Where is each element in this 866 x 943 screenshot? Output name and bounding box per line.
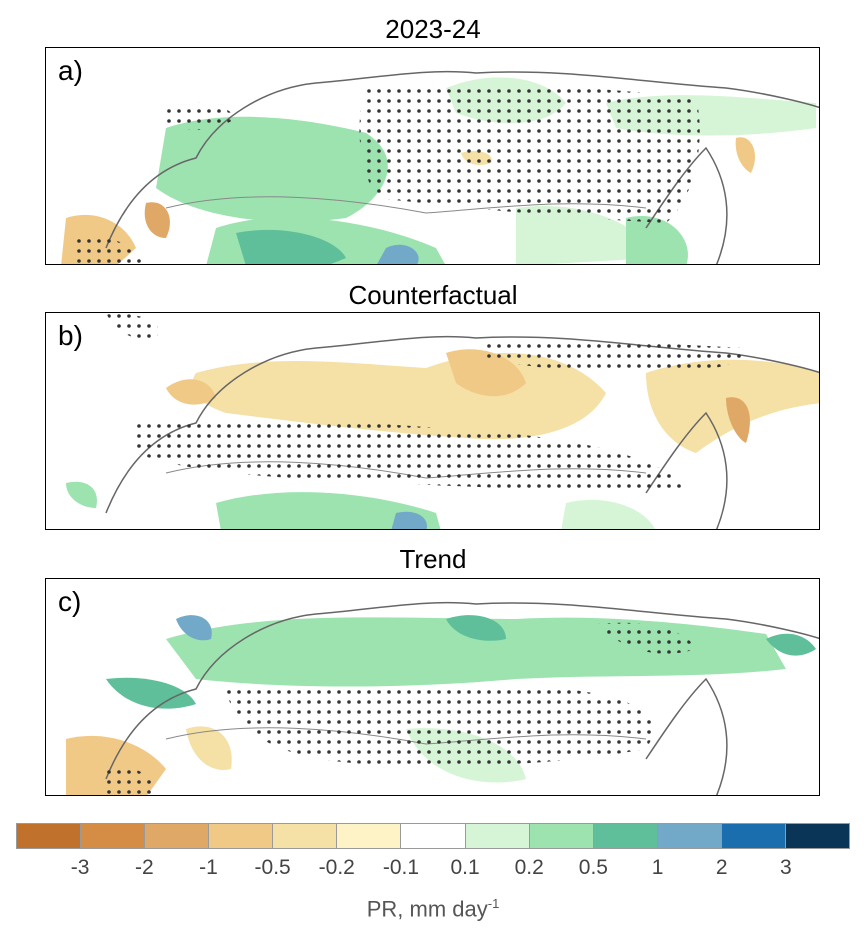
dry-region — [166, 379, 216, 405]
colorbar-swatch — [145, 824, 210, 848]
stippling — [106, 313, 159, 340]
colorbar-title: PR, mm day-1 — [366, 896, 500, 922]
colorbar-tick-label: -3 — [70, 856, 90, 879]
colorbar-swatch — [81, 824, 146, 848]
map-panel-b: b) — [45, 312, 820, 530]
dry-region — [735, 137, 756, 173]
colorbar-tick-label: 0.5 — [578, 856, 608, 879]
dry-region — [186, 726, 232, 770]
colorbar-swatch — [465, 824, 530, 848]
colorbar-swatch — [273, 824, 338, 848]
wet-region — [66, 481, 97, 508]
colorbar-swatch — [529, 824, 594, 848]
wet-region — [216, 492, 441, 529]
map-panel-c: c) — [45, 578, 820, 796]
panel-b-title: Counterfactual — [348, 280, 518, 310]
colorbar-swatch — [721, 824, 786, 848]
map-c-svg — [66, 601, 819, 795]
colorbar-swatch — [657, 824, 722, 848]
stippling — [359, 83, 700, 223]
wet-region — [176, 615, 212, 641]
colorbar-tick-label: 2 — [715, 856, 728, 879]
dry-region — [144, 202, 170, 238]
panel-a-title: 2023-24 — [385, 14, 481, 44]
coastline — [645, 677, 728, 795]
colorbar-tick-label: -0.2 — [318, 856, 355, 879]
panel-c-label: c) — [58, 586, 82, 617]
wet-region — [561, 499, 655, 529]
colorbar-swatch — [337, 824, 402, 848]
map-a-svg — [61, 70, 819, 264]
colorbar-tick-label: -1 — [199, 856, 218, 879]
coastline — [105, 70, 819, 249]
colorbar-swatch — [785, 824, 850, 848]
stippling — [596, 622, 696, 654]
coastline — [645, 411, 728, 529]
wet-region — [446, 615, 506, 641]
colorbar-swatch — [209, 824, 274, 848]
colorbar-swatch — [17, 824, 82, 848]
wet-region — [106, 677, 196, 709]
colorbar-swatch — [593, 824, 658, 848]
colorbar-tick-label: -0.5 — [254, 856, 291, 879]
panel-a-label: a) — [58, 55, 83, 86]
panel-b-label: b) — [58, 320, 83, 351]
coastline — [105, 601, 819, 780]
panel-c-title: Trend — [399, 544, 467, 574]
wet-region — [156, 116, 388, 222]
colorbar-tick-label: 0.2 — [514, 856, 544, 879]
colorbar-tick-label: -2 — [134, 856, 154, 879]
colorbar-tick-label: 1 — [651, 856, 664, 879]
stippling — [76, 236, 145, 264]
colorbar-tick-label: 3 — [780, 856, 792, 879]
wet-region — [766, 633, 816, 656]
stippling — [226, 684, 654, 766]
wet-region — [391, 511, 427, 529]
colorbar-tick-label: 0.1 — [450, 856, 480, 879]
colorbar-swatch — [401, 824, 466, 848]
map-b-svg — [66, 313, 819, 529]
dry-region — [726, 397, 750, 443]
stippling — [106, 767, 156, 795]
colorbar — [16, 823, 850, 849]
stippling — [486, 340, 746, 373]
wet-region — [516, 206, 656, 264]
wet-region — [377, 244, 419, 264]
wet-region — [236, 229, 346, 264]
stippling — [166, 102, 236, 130]
map-panel-a: a) — [45, 47, 820, 265]
stippling — [136, 418, 686, 491]
wet-region — [626, 216, 688, 264]
colorbar-tick-label: -0.1 — [382, 856, 420, 879]
